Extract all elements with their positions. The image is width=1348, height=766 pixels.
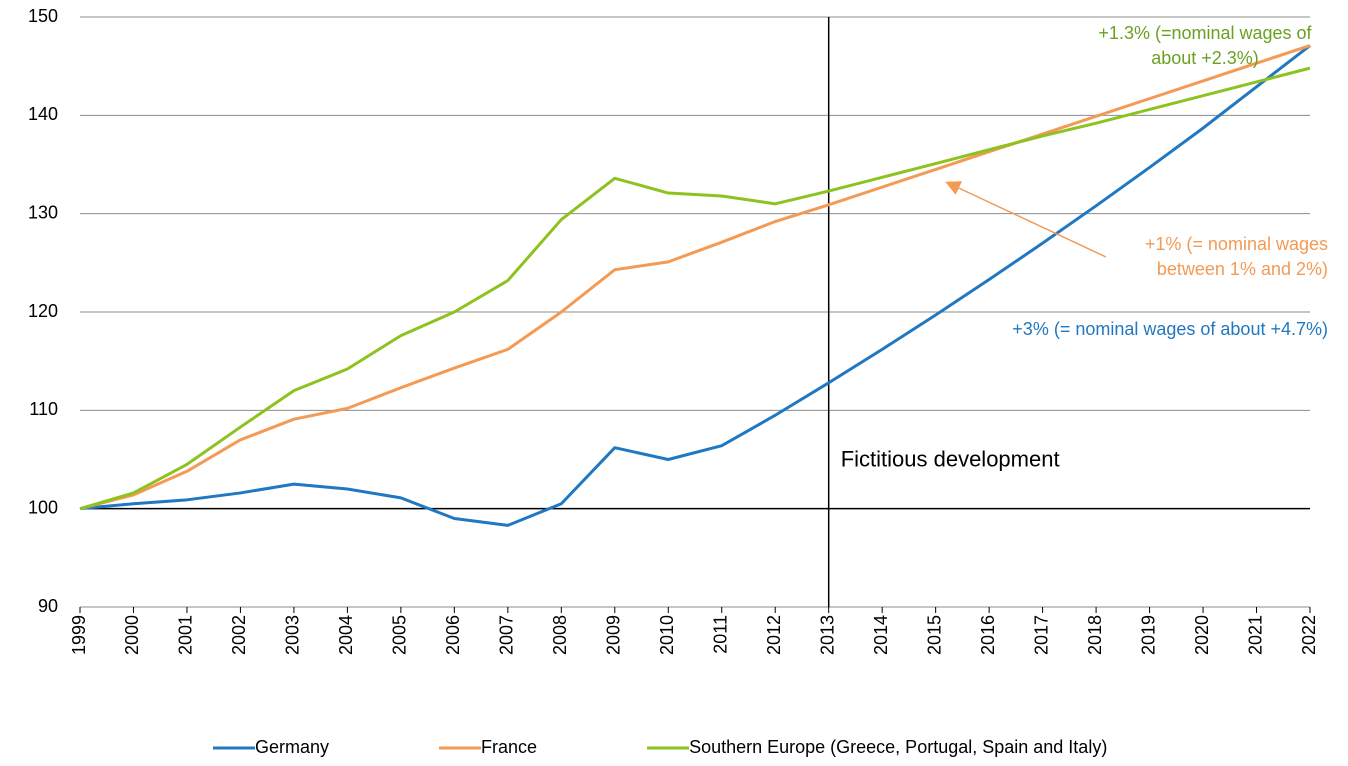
legend-label: France <box>481 737 537 757</box>
x-tick-label: 2014 <box>871 615 891 655</box>
x-tick-label: 2015 <box>924 615 944 655</box>
y-tick-label: 90 <box>38 596 58 616</box>
annotation: between 1% and 2%) <box>1157 259 1328 279</box>
annotation: +1.3% (=nominal wages of <box>1098 23 1312 43</box>
series-line <box>79 66 1311 511</box>
series-line <box>79 44 1311 511</box>
x-tick-label: 2022 <box>1299 615 1319 655</box>
legend-label: Southern Europe (Greece, Portugal, Spain… <box>689 737 1107 757</box>
x-tick-label: 2020 <box>1192 615 1212 655</box>
x-tick-label: 2010 <box>657 615 677 655</box>
annotation: +3% (= nominal wages of about +4.7%) <box>1012 319 1328 339</box>
x-tick-label: 2002 <box>229 615 249 655</box>
y-tick-label: 150 <box>28 6 58 26</box>
x-tick-label: 2003 <box>283 615 303 655</box>
annotation-arrow <box>945 181 1107 258</box>
y-tick-label: 100 <box>28 497 58 517</box>
annotation: about +2.3%) <box>1151 48 1259 68</box>
x-tick-label: 2007 <box>497 615 517 655</box>
y-tick-label: 130 <box>28 202 58 222</box>
x-tick-label: 2013 <box>817 615 837 655</box>
x-tick-label: 2001 <box>176 615 196 655</box>
x-tick-label: 2019 <box>1138 615 1158 655</box>
x-tick-label: 2005 <box>390 615 410 655</box>
y-tick-label: 140 <box>28 104 58 124</box>
x-tick-label: 2016 <box>978 615 998 655</box>
y-tick-label: 110 <box>29 399 58 419</box>
x-tick-label: 2006 <box>443 615 463 655</box>
x-tick-label: 2012 <box>764 615 784 655</box>
legend-label: Germany <box>255 737 329 757</box>
x-tick-label: 2017 <box>1031 615 1051 655</box>
x-tick-label: 2000 <box>122 615 142 655</box>
x-tick-label: 2008 <box>550 615 570 655</box>
x-tick-label: 2021 <box>1245 615 1265 655</box>
annotation: +1% (= nominal wages <box>1145 234 1328 254</box>
series-line <box>79 44 1311 527</box>
x-tick-label: 2011 <box>710 615 730 654</box>
x-tick-label: 1999 <box>69 615 89 655</box>
x-tick-label: 2004 <box>336 615 356 655</box>
x-tick-label: 2009 <box>604 615 624 655</box>
x-tick-label: 2018 <box>1085 615 1105 655</box>
vline-label: Fictitious development <box>841 446 1060 471</box>
y-tick-label: 120 <box>28 301 58 321</box>
